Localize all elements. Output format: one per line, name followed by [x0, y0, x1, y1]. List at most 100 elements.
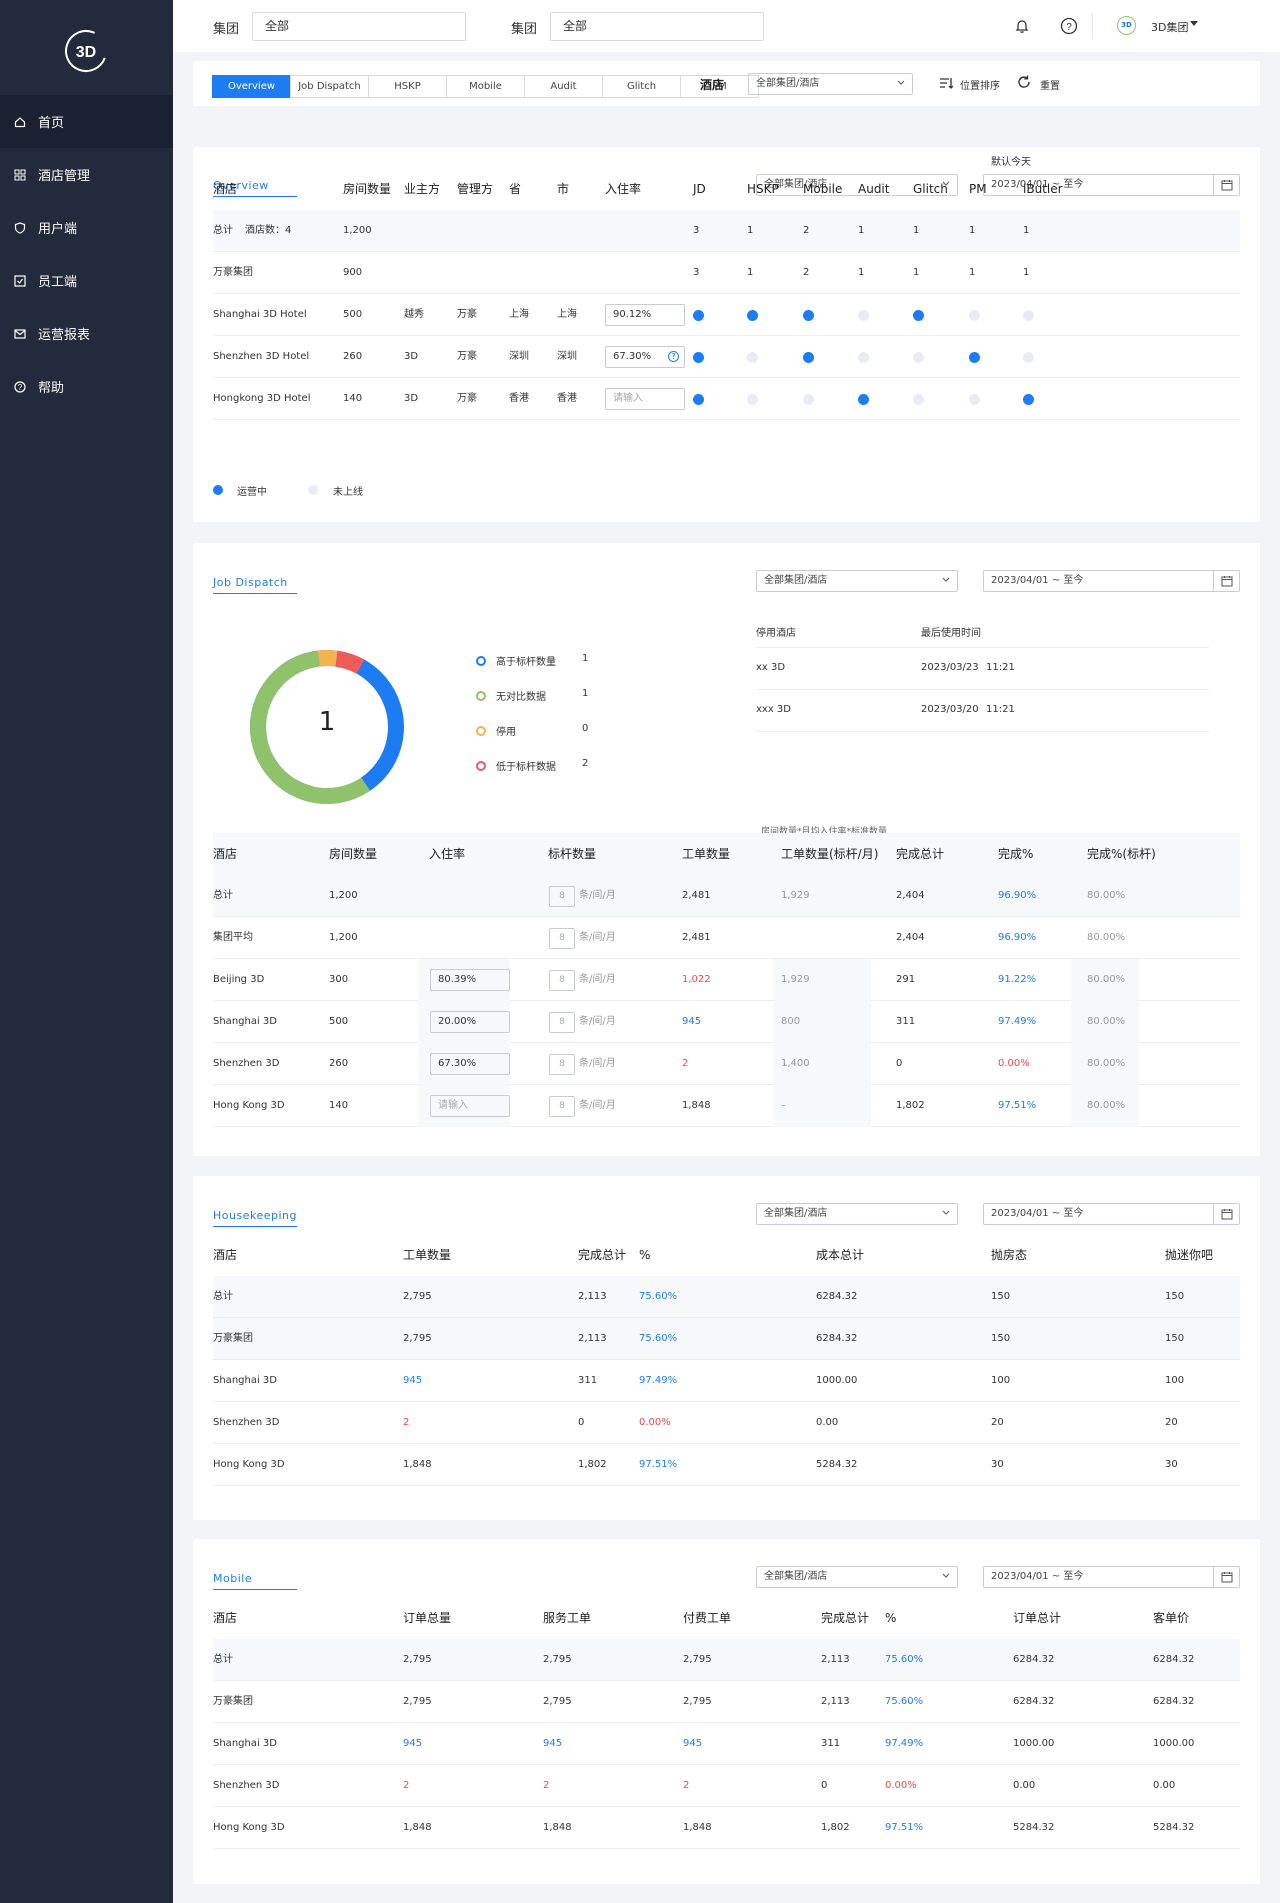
- sidebar-item-help[interactable]: ? 帮助: [0, 360, 173, 413]
- hotel-select-value: 全部集团/酒店: [764, 179, 828, 190]
- benchmark-input[interactable]: 8: [549, 970, 575, 991]
- table-row: Shenzhen 3D 2 0 0.00% 0.00 20 20: [213, 1402, 1240, 1444]
- cost-total: 6284.32: [816, 1333, 858, 1344]
- user-name[interactable]: 3D集团: [1151, 21, 1189, 34]
- room-status-count: 20: [991, 1417, 1004, 1428]
- table-header-row: 酒店 工单数量 完成总计% 成本总计 抛房态 抛迷你吧: [213, 1234, 1240, 1276]
- occupancy-input[interactable]: 67.30%: [430, 1053, 510, 1075]
- table-row: 总计 2,795 2,795 2,795 2,113 75.60% 6284.32 6284.…: [213, 1639, 1240, 1681]
- table-row: Beijing 3D 300 80.39% 8 条/间/月 1,022 1,929 291 91…: [213, 959, 1240, 1001]
- sort-icon[interactable]: [939, 76, 953, 90]
- hotel-name: Hong Kong 3D: [213, 1822, 285, 1833]
- completion-percent: 75.60%: [885, 1696, 924, 1707]
- benchmark-input[interactable]: 8: [549, 1012, 575, 1033]
- column-header: 酒店: [213, 182, 238, 196]
- bell-icon[interactable]: [1013, 17, 1031, 35]
- group-select[interactable]: 全部: [252, 12, 466, 41]
- legend-label-online: 运营中: [237, 487, 267, 498]
- reset-button[interactable]: 重置: [1040, 81, 1060, 92]
- column-header: Audit: [858, 182, 890, 196]
- column-header: 订单总量: [403, 1611, 452, 1625]
- occupancy-input[interactable]: 请输入: [430, 1095, 510, 1117]
- tab-overview[interactable]: Overview: [212, 75, 291, 98]
- avatar[interactable]: 3D: [1117, 16, 1136, 35]
- date-range-picker[interactable]: 2023/04/01 ~ 至今: [983, 1566, 1240, 1588]
- date-range-picker[interactable]: 2023/04/01 ~ 至今: [983, 1203, 1240, 1225]
- column-band: [1071, 1085, 1139, 1127]
- tab-job-dispatch[interactable]: Job Dispatch: [290, 75, 369, 98]
- tab-hskp[interactable]: HSKP: [368, 75, 447, 98]
- last-used-time: 11:21: [986, 704, 1015, 715]
- hotel-select[interactable]: 全部集团/酒店: [756, 570, 958, 592]
- benchmark-input[interactable]: 8: [549, 1054, 575, 1075]
- refresh-icon[interactable]: [1017, 75, 1031, 89]
- table-row: Shanghai 3D Hotel 500 越秀 万豪 上海 上海 90.12%: [213, 294, 1240, 336]
- paid-orders: 1,848: [683, 1822, 712, 1833]
- hotel-select[interactable]: 全部集团/酒店: [748, 73, 913, 95]
- table-row: Shenzhen 3D Hotel 260 3D 万豪 深圳 深圳 67.30%?: [213, 336, 1240, 378]
- completed-total: 2,113: [821, 1654, 850, 1665]
- checkbox-icon: [14, 274, 26, 287]
- info-icon[interactable]: ?: [668, 351, 679, 362]
- disabled-hotels-table: 停用酒店 最后使用时间 xx 3D 2023/03/23 11:21 xxx 3D 20…: [756, 618, 1209, 732]
- order-count: 2,795: [403, 1333, 432, 1344]
- table-row: Hong Kong 3D 140 请输入 8 条/间/月 1,848 – 1,802 97.51…: [213, 1085, 1240, 1127]
- group-select[interactable]: 全部: [550, 12, 764, 41]
- sidebar-item-user-side[interactable]: 用户端: [0, 201, 173, 254]
- benchmark-input[interactable]: 8: [549, 1096, 575, 1117]
- sidebar-item-staff-side[interactable]: 员工端: [0, 254, 173, 307]
- owner: 3D: [404, 351, 419, 362]
- table-row: Shanghai 3D 945 311 97.49% 1000.00 100 100: [213, 1360, 1240, 1402]
- table-header-row: 酒店 房间数量 入住率 标杆数量 工单数量 工单数量(标杆/月) 完成总计 完成% 完成%(标杆…: [213, 833, 1240, 875]
- order-total: 2: [403, 1780, 410, 1791]
- donut-segment-disabled: [317, 650, 338, 667]
- date-range-picker[interactable]: 2023/04/01 ~ 至今: [983, 570, 1240, 592]
- status-offline-dot: [1023, 310, 1034, 321]
- hotel-select[interactable]: 全部集团/酒店: [756, 174, 958, 196]
- column-header: %: [885, 1611, 897, 1625]
- completed-total: 0: [821, 1780, 828, 1791]
- cost-total: 0.00: [816, 1417, 839, 1428]
- occupancy-input[interactable]: 67.30%?: [605, 346, 685, 368]
- column-header: 房间数量: [329, 847, 378, 861]
- caret-down-icon[interactable]: [1190, 21, 1198, 27]
- sidebar-item-home[interactable]: 首页: [0, 95, 173, 148]
- hotel-select[interactable]: 全部集团/酒店: [756, 1203, 958, 1225]
- completion-percent: 97.51%: [639, 1459, 678, 1470]
- minibar-count: 100: [1165, 1375, 1185, 1386]
- benchmark-unit: 条/间/月: [579, 890, 616, 901]
- completed-total: 311: [578, 1375, 598, 1386]
- svg-text:?: ?: [1066, 22, 1072, 33]
- tab-mobile[interactable]: Mobile: [446, 75, 525, 98]
- room-status-count: 30: [991, 1459, 1004, 1470]
- completed-total: 0: [578, 1417, 585, 1428]
- occupancy-input[interactable]: 20.00%: [430, 1011, 510, 1033]
- calendar-icon: [1213, 175, 1239, 195]
- default-today-label: 默认今天: [991, 157, 1031, 168]
- status-offline-dot: [913, 394, 924, 405]
- tab-glitch[interactable]: Glitch: [602, 75, 681, 98]
- occupancy-input[interactable]: 请输入: [605, 388, 685, 410]
- order-count: 1,848: [403, 1459, 432, 1470]
- benchmark-input[interactable]: 8: [549, 928, 575, 949]
- tab-audit[interactable]: Audit: [524, 75, 603, 98]
- legend-ring: [476, 726, 486, 736]
- completed-total: 2,404: [896, 932, 925, 943]
- sidebar-item-reports[interactable]: 运营报表: [0, 307, 173, 360]
- status-offline-dot: [858, 310, 869, 321]
- tab-pm[interactable]: PM: [680, 75, 759, 98]
- help-icon[interactable]: ?: [1060, 17, 1078, 35]
- sidebar-item-hotel-management[interactable]: 酒店管理: [0, 148, 173, 201]
- occupancy-input[interactable]: 80.39%: [430, 969, 510, 991]
- order-count: 2,795: [403, 1291, 432, 1302]
- hotel-select[interactable]: 全部集团/酒店: [756, 1566, 958, 1588]
- room-status-count: 150: [991, 1291, 1011, 1302]
- occupancy-input[interactable]: 90.12%: [605, 304, 685, 326]
- city: 上海: [557, 309, 577, 320]
- svg-text:?: ?: [18, 383, 23, 392]
- date-range-picker[interactable]: 2023/04/01 ~ 至今: [983, 174, 1240, 196]
- column-header: HSKP: [747, 182, 779, 196]
- benchmark-input[interactable]: 8: [549, 886, 575, 907]
- sort-button[interactable]: 位置排序: [960, 81, 1000, 92]
- benchmark-monthly: 1,400: [781, 1058, 810, 1069]
